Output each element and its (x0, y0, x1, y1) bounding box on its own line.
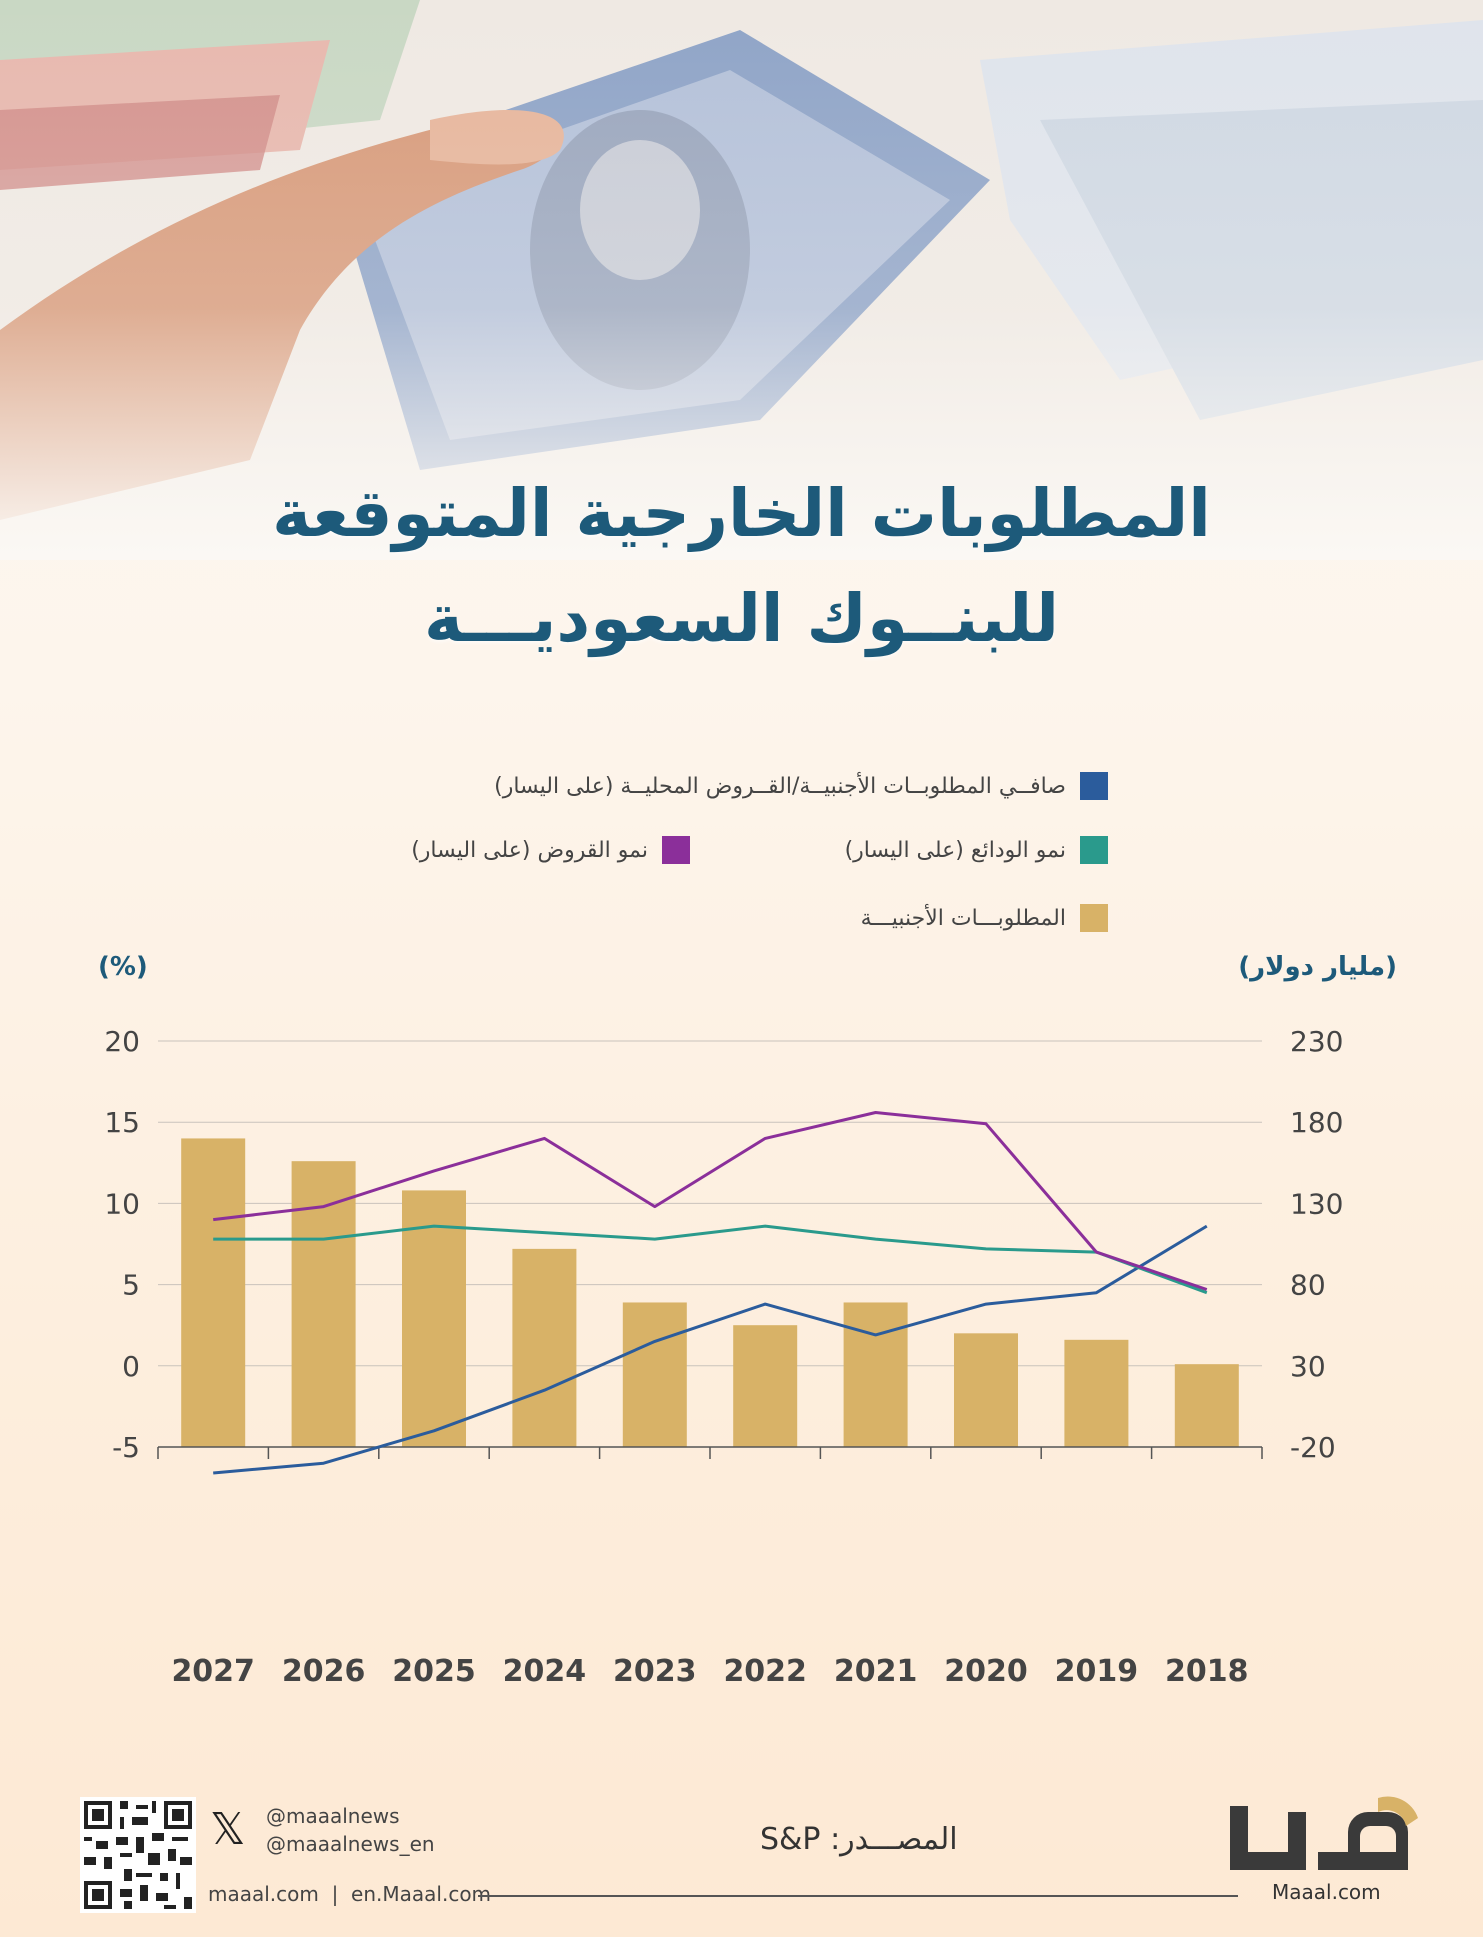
legend-label-liabilities: المطلوبـــات الأجنبيـــة (860, 905, 1066, 931)
left-axis-unit: (%) (98, 952, 148, 982)
chart-lines (213, 1111, 1208, 1475)
bar-foreign-liabilities (512, 1248, 577, 1447)
qr-code-icon (80, 1797, 196, 1913)
bar-foreign-liabilities (291, 1161, 356, 1447)
bar-foreign-liabilities (954, 1333, 1018, 1447)
x-tick-label: 2021 (834, 1654, 918, 1689)
x-logo-icon: 𝕏 (210, 1804, 246, 1855)
hero-banknote-image (0, 0, 1483, 560)
bar-foreign-liabilities (733, 1325, 798, 1447)
maaal-logo-icon (1230, 1796, 1418, 1870)
right-tick-label: 80 (1290, 1269, 1326, 1302)
right-tick-label: 130 (1290, 1187, 1343, 1220)
legend-item-loans: نمو القروض (على اليسار) (411, 836, 690, 864)
x-tick-label: 2020 (944, 1654, 1028, 1689)
bar-foreign-liabilities (402, 1190, 466, 1447)
x-tick-label: 2022 (723, 1654, 807, 1689)
chart-axis (157, 1446, 1263, 1459)
x-tick-label: 2024 (503, 1654, 587, 1689)
chart-bars (181, 1138, 1239, 1447)
handle-2[interactable]: @maaalnews_en (266, 1832, 435, 1856)
title-line-1: المطلوبات الخارجية المتوقعة (272, 475, 1211, 552)
bar-foreign-liabilities (843, 1302, 908, 1447)
brand-url[interactable]: Maaal.com (1272, 1880, 1381, 1904)
bar-foreign-liabilities (1174, 1364, 1239, 1447)
line-loans (213, 1111, 1208, 1291)
right-tick-label: -20 (1290, 1431, 1336, 1464)
left-tick-label: 20 (104, 1025, 140, 1058)
x-tick-label: 2027 (171, 1654, 255, 1689)
bar-foreign-liabilities (1064, 1339, 1129, 1447)
site-links[interactable]: maaal.com | en.Maaal.com (208, 1882, 492, 1906)
title-line-2: للبنــوك السعوديـــة (423, 580, 1060, 657)
right-tick-label: 230 (1290, 1025, 1343, 1058)
legend-label-deposits: نمو الودائع (على اليسار) (844, 837, 1066, 863)
source-label: المصـــدر: S&P (760, 1822, 958, 1857)
right-tick-label: 30 (1290, 1350, 1326, 1383)
left-tick-label: 5 (122, 1269, 140, 1302)
legend-item-liabilities: المطلوبـــات الأجنبيـــة (861, 904, 1108, 932)
legend-swatch-loans (662, 836, 690, 864)
bar-foreign-liabilities (181, 1138, 246, 1447)
left-tick-label: -5 (112, 1431, 140, 1464)
x-tick-label: 2019 (1055, 1654, 1139, 1689)
handle-1[interactable]: @maaalnews (266, 1804, 400, 1828)
right-tick-label: 180 (1290, 1106, 1343, 1139)
x-tick-label: 2026 (282, 1654, 366, 1689)
left-tick-label: 10 (104, 1187, 140, 1220)
x-tick-label: 2018 (1165, 1654, 1249, 1689)
line-deposits (213, 1224, 1208, 1295)
bar-foreign-liabilities (622, 1302, 687, 1447)
left-tick-label: 0 (122, 1350, 140, 1383)
chart-tick-labels: 20 15 10 5 0 -5 230 180 130 80 30 -20 2027 2026 2025 20… (104, 1025, 1343, 1689)
legend-swatch-deposits (1080, 836, 1108, 864)
right-axis-unit: (مليار دولار) (1238, 952, 1397, 982)
legend-label-loans: نمو القروض (على اليسار) (411, 837, 648, 863)
legend-item-net: صافــي المطلوبــات الأجنبيــة/القــروض ا… (494, 772, 1108, 800)
left-tick-label: 15 (104, 1106, 140, 1139)
legend-swatch-net (1080, 772, 1108, 800)
line-net (213, 1224, 1208, 1475)
legend-swatch-liabilities (1080, 904, 1108, 932)
footer-rule (478, 1895, 1238, 1897)
x-tick-label: 2023 (613, 1654, 697, 1689)
legend-label-net: صافــي المطلوبــات الأجنبيــة/القــروض ا… (494, 773, 1066, 799)
legend-item-deposits: نمو الودائع (على اليسار) (845, 836, 1108, 864)
x-tick-label: 2025 (392, 1654, 476, 1689)
